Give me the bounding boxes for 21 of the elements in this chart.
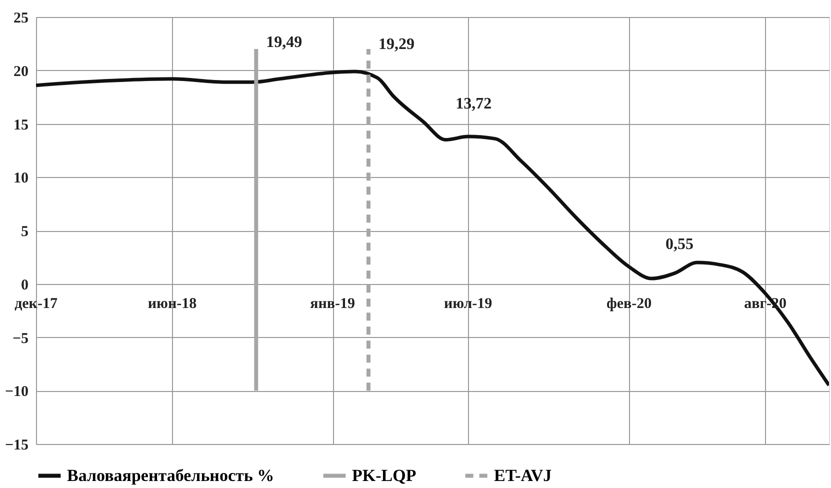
y-tick-label: 25 bbox=[14, 10, 28, 26]
y-tick-label: 20 bbox=[14, 64, 28, 80]
x-tick-label: фев-20 bbox=[606, 296, 652, 312]
y-tick-label: 0 bbox=[21, 277, 28, 294]
x-tick-label: янв-19 bbox=[310, 296, 355, 312]
legend-label: ET-AVJ bbox=[494, 466, 552, 485]
annotation: 19,29 bbox=[378, 36, 414, 53]
x-tick-label: июн-18 bbox=[148, 296, 197, 312]
y-tick-label: −10 bbox=[4, 384, 28, 400]
y-tick-label: −5 bbox=[12, 330, 28, 347]
y-tick-label: 5 bbox=[21, 224, 28, 240]
x-tick-label: июл-19 bbox=[444, 296, 492, 312]
y-tick-label: 15 bbox=[14, 117, 28, 134]
y-tick-label: 10 bbox=[14, 170, 28, 187]
annotation: 0,55 bbox=[666, 236, 694, 254]
y-tick-label: −15 bbox=[4, 438, 28, 454]
legend-label: PK-LQP bbox=[352, 466, 416, 485]
x-tick-label: дек-17 bbox=[14, 296, 58, 312]
legend-label: Валоваярентабельность % bbox=[67, 466, 274, 485]
annotation: 19,49 bbox=[266, 34, 302, 51]
annotation: 13,72 bbox=[456, 95, 492, 112]
